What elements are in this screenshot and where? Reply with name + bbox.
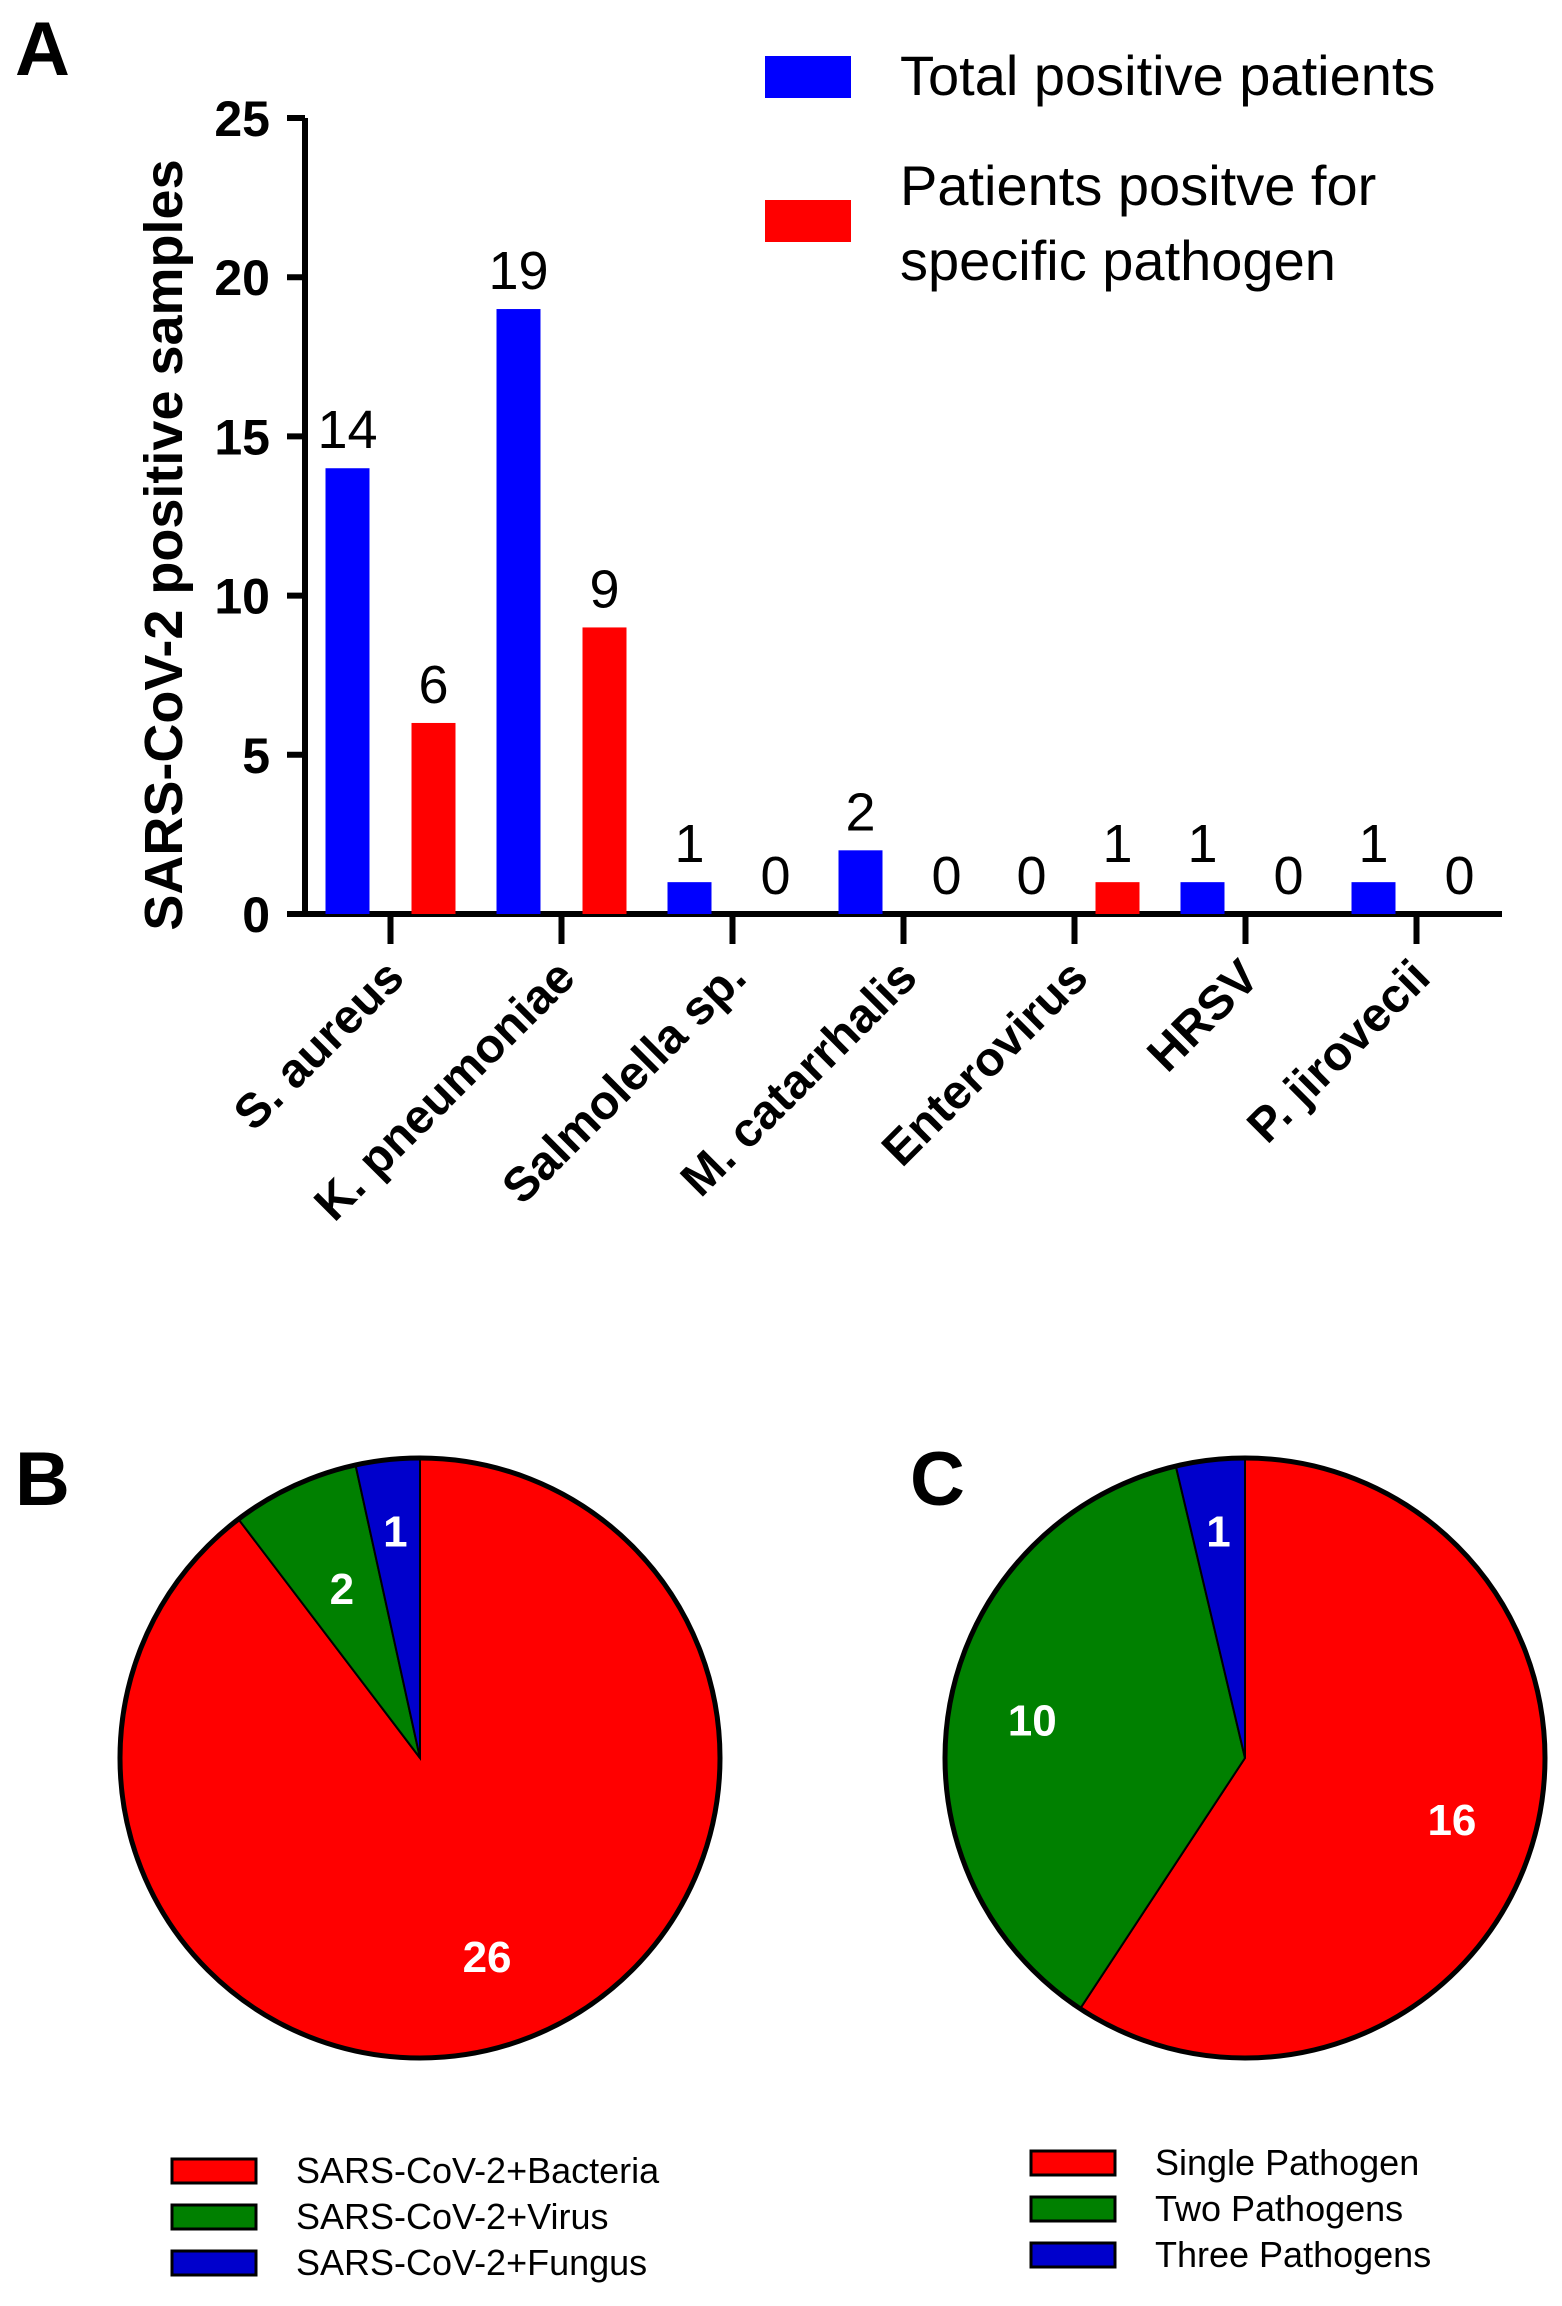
bar bbox=[1180, 882, 1225, 914]
legend-panel-c: Single Pathogen Two Pathogens Three Pathog… bbox=[1029, 2142, 1431, 2275]
legend-label: Two Pathogens bbox=[1155, 2188, 1403, 2229]
y-axis-label: SARS-CoV-2 positive samples bbox=[134, 159, 194, 930]
pie-chart-panel-c: 16 10 1 bbox=[942, 1455, 1548, 2061]
data-label: 0 bbox=[931, 846, 961, 906]
data-label: 6 bbox=[418, 655, 448, 715]
data-label: 1 bbox=[1102, 814, 1132, 874]
pie-slice-label: 1 bbox=[383, 1507, 407, 1556]
data-label: 0 bbox=[1444, 846, 1474, 906]
y-ticks: 0 5 10 15 20 25 bbox=[214, 91, 305, 943]
pie-slice-label: 10 bbox=[1008, 1696, 1057, 1745]
data-label: 9 bbox=[589, 559, 619, 619]
legend-panel-a: Total positive patients Patients positve … bbox=[765, 44, 1435, 292]
panel-letter-a: A bbox=[15, 7, 70, 92]
legend-label: Three Pathogens bbox=[1155, 2234, 1431, 2275]
bar bbox=[1351, 882, 1396, 914]
legend-label: SARS-CoV-2+Bacteria bbox=[296, 2150, 660, 2191]
legend-label: Patients positve for bbox=[900, 154, 1376, 217]
y-tick-label: 5 bbox=[242, 728, 270, 784]
data-label: 0 bbox=[1016, 846, 1046, 906]
data-label: 1 bbox=[1187, 814, 1217, 874]
legend-swatch bbox=[1029, 2149, 1117, 2177]
legend-label: SARS-CoV-2+Fungus bbox=[296, 2242, 647, 2283]
pie-outline bbox=[117, 1455, 723, 2061]
x-tick-label: P. jirovecii bbox=[1237, 950, 1440, 1153]
legend-label: SARS-CoV-2+Virus bbox=[296, 2196, 608, 2237]
data-label: 1 bbox=[674, 814, 704, 874]
y-tick-label: 25 bbox=[214, 91, 270, 147]
y-tick-label: 15 bbox=[214, 409, 270, 465]
legend-swatch bbox=[1029, 2241, 1117, 2269]
data-label: 19 bbox=[488, 241, 548, 301]
legend-swatch bbox=[170, 2157, 258, 2185]
data-label: 0 bbox=[760, 846, 790, 906]
y-tick-label: 10 bbox=[214, 569, 270, 625]
legend-label: Total positive patients bbox=[900, 44, 1435, 107]
y-tick-label: 20 bbox=[214, 250, 270, 306]
data-label: 14 bbox=[317, 400, 377, 460]
bar bbox=[1095, 882, 1140, 914]
pie-chart-panel-b: 26 21 bbox=[117, 1455, 723, 2061]
legend-panel-b: SARS-CoV-2+Bacteria SARS-CoV-2+Virus SARS-… bbox=[170, 2150, 660, 2283]
panel-letter-b: B bbox=[15, 1437, 70, 1522]
y-tick-label: 0 bbox=[242, 887, 270, 943]
bar bbox=[582, 627, 627, 914]
legend-swatch bbox=[765, 200, 851, 242]
legend-swatch bbox=[170, 2249, 258, 2277]
bar bbox=[667, 882, 712, 914]
pie-slice-label: 2 bbox=[330, 1565, 354, 1614]
data-label: 2 bbox=[845, 782, 875, 842]
bar bbox=[411, 722, 456, 914]
pie-slice-label: 16 bbox=[1427, 1796, 1476, 1845]
pie-slice-label: 1 bbox=[1206, 1508, 1230, 1557]
bar bbox=[838, 850, 883, 914]
data-label: 1 bbox=[1358, 814, 1388, 874]
panel-letter-c: C bbox=[910, 1437, 965, 1522]
pie-slice-label: 26 bbox=[463, 1933, 512, 1982]
legend-swatch bbox=[1029, 2195, 1117, 2223]
legend-label: Single Pathogen bbox=[1155, 2142, 1419, 2183]
x-tick-label: HRSV bbox=[1138, 950, 1270, 1082]
bar bbox=[496, 309, 541, 914]
pie-outline bbox=[942, 1455, 1548, 2061]
legend-swatch bbox=[170, 2203, 258, 2231]
bar bbox=[325, 468, 370, 914]
legend-label: specific pathogen bbox=[900, 229, 1336, 292]
legend-swatch bbox=[765, 56, 851, 98]
data-label: 0 bbox=[1273, 846, 1303, 906]
